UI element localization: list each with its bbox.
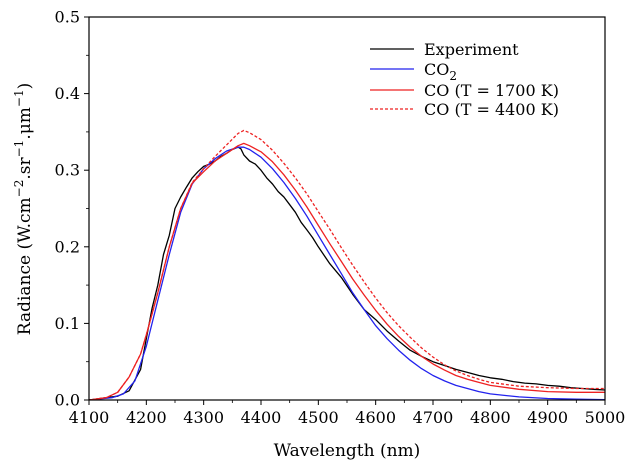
- x-tick-label: 4600: [355, 408, 396, 427]
- y-tick-label: 0.4: [55, 84, 80, 103]
- x-tick-label: 4700: [413, 408, 454, 427]
- x-tick-label: 4500: [298, 408, 339, 427]
- x-axis-label: Wavelength (nm): [274, 441, 421, 461]
- y-axis-label-pre: Radiance (W.cm: [15, 197, 35, 335]
- legend-label-co2: CO2: [424, 60, 457, 83]
- x-tick-label: 4900: [527, 408, 568, 427]
- series-line-co_1700: [89, 142, 605, 400]
- series-lines: [89, 129, 605, 400]
- y-tick-label: 0.3: [55, 161, 80, 180]
- x-tick-label: 4300: [183, 408, 224, 427]
- series-line-co_4400: [89, 129, 605, 400]
- y-axis-label: Radiance (W.cm−2.sr−1.μm−1): [12, 83, 35, 336]
- y-axis-ticks: 0.0 0.1 0.2 0.3 0.4 0.5: [55, 8, 89, 410]
- series-line-experiment: [89, 146, 605, 400]
- y-tick-label: 0.5: [55, 8, 80, 27]
- legend-label-experiment: Experiment: [424, 40, 519, 59]
- x-tick-label: 4800: [470, 408, 511, 427]
- y-tick-label: 0.2: [55, 237, 80, 256]
- y-axis-label-post: ): [15, 83, 35, 90]
- legend-label-co-1700: CO (T = 1700 K): [424, 81, 559, 100]
- legend-label-co-4400: CO (T = 4400 K): [424, 100, 559, 119]
- legend: Experiment CO2 CO (T = 1700 K) CO (T = 4…: [370, 40, 559, 119]
- y-axis-label-mid: .sr: [15, 157, 35, 180]
- y-axis-label-sup3: −1: [12, 89, 26, 107]
- y-axis-label-sup1: −2: [12, 180, 26, 198]
- y-tick-label: 0.0: [55, 391, 80, 410]
- y-axis-label-sup2: −1: [12, 140, 26, 158]
- y-axis-label-mid2: .μm: [15, 107, 35, 140]
- x-tick-label: 4100: [69, 408, 110, 427]
- series-line-co2: [89, 146, 605, 400]
- x-axis-ticks: 4100 4200 4300 4400 4500 4600 4700 4800 4900 5000: [69, 400, 626, 427]
- x-tick-label: 5000: [585, 408, 626, 427]
- y-tick-label: 0.1: [55, 314, 80, 333]
- legend-label-co2-sub: 2: [449, 69, 457, 83]
- x-tick-label: 4200: [126, 408, 167, 427]
- x-tick-label: 4400: [241, 408, 282, 427]
- plot-frame: [88, 16, 606, 401]
- legend-label-co2-main: CO: [424, 60, 449, 79]
